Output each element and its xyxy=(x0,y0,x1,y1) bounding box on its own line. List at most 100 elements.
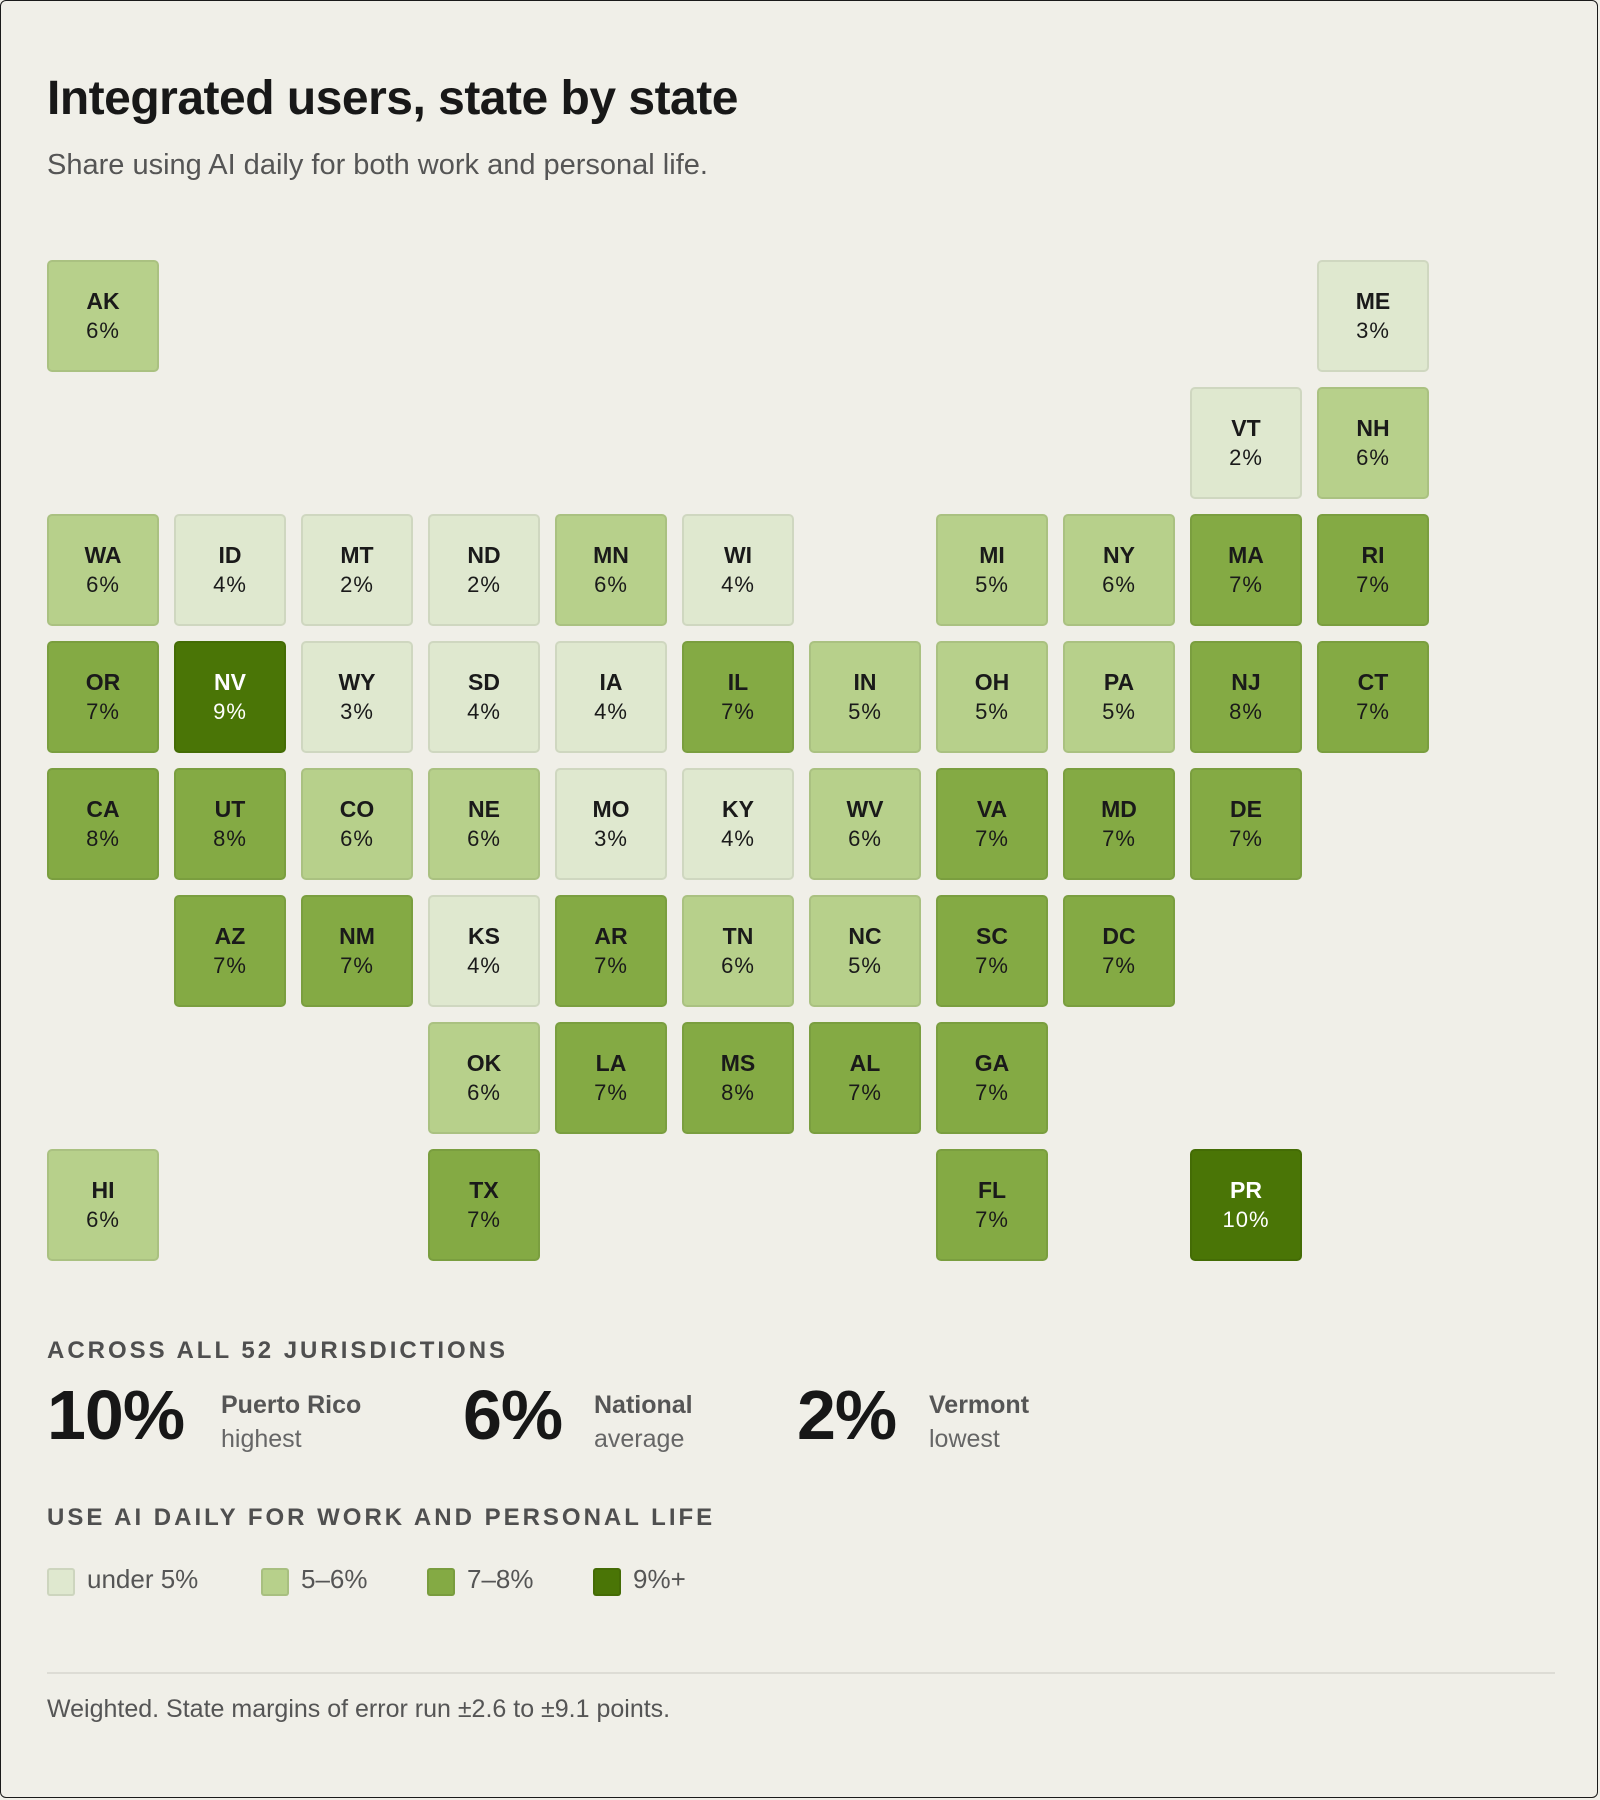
state-value: 3% xyxy=(340,699,374,724)
state-abbr: CT xyxy=(1357,669,1389,695)
stat-average-value: 6% xyxy=(463,1376,563,1454)
legend-swatch xyxy=(47,1568,75,1596)
stat-highest-name: Puerto Rico xyxy=(221,1391,362,1419)
state-tile-pr: PR 10% xyxy=(1190,1149,1302,1261)
state-tile-id: ID 4% xyxy=(174,514,286,626)
legend-swatch xyxy=(593,1568,621,1596)
state-abbr: MO xyxy=(592,796,630,822)
chart-title: Integrated users, state by state xyxy=(47,72,738,125)
state-value: 5% xyxy=(975,572,1009,597)
chart-subtitle: Share using AI daily for both work and p… xyxy=(47,149,708,181)
stat-lowest-name: Vermont xyxy=(929,1391,1030,1419)
state-tile-oh: OH 5% xyxy=(936,641,1048,753)
state-value: 6% xyxy=(1102,572,1136,597)
state-tile-ri: RI 7% xyxy=(1317,514,1429,626)
state-tile-nj: NJ 8% xyxy=(1190,641,1302,753)
state-value: 7% xyxy=(1356,572,1390,597)
state-tile-nc: NC 5% xyxy=(809,895,921,1007)
state-abbr: VT xyxy=(1231,415,1261,441)
state-tile-vt: VT 2% xyxy=(1190,387,1302,499)
state-value: 6% xyxy=(721,953,755,978)
state-abbr: WV xyxy=(846,796,884,822)
state-value: 3% xyxy=(1356,318,1390,343)
state-value: 6% xyxy=(340,826,374,851)
state-value: 8% xyxy=(1229,699,1263,724)
state-tile-hi: HI 6% xyxy=(47,1149,159,1261)
state-value: 5% xyxy=(848,953,882,978)
state-tile-de: DE 7% xyxy=(1190,768,1302,880)
state-abbr: NY xyxy=(1103,542,1135,568)
state-abbr: AR xyxy=(594,923,628,949)
state-abbr: GA xyxy=(974,1050,1010,1076)
state-value: 7% xyxy=(975,826,1009,851)
state-value: 4% xyxy=(594,699,628,724)
state-value: 4% xyxy=(467,699,501,724)
divider xyxy=(47,1672,1555,1674)
state-abbr: PA xyxy=(1103,669,1135,695)
state-value: 7% xyxy=(213,953,247,978)
state-value: 8% xyxy=(213,826,247,851)
state-value: 9% xyxy=(213,699,247,724)
state-tile-ar: AR 7% xyxy=(555,895,667,1007)
state-abbr: OH xyxy=(974,669,1010,695)
state-abbr: AL xyxy=(849,1050,881,1076)
state-tile-wi: WI 4% xyxy=(682,514,794,626)
state-value: 2% xyxy=(1229,445,1263,470)
state-value: 7% xyxy=(975,1080,1009,1105)
legend-label: 5–6% xyxy=(301,1564,368,1594)
state-value: 5% xyxy=(975,699,1009,724)
state-tile-fl: FL 7% xyxy=(936,1149,1048,1261)
state-abbr: NV xyxy=(214,669,246,695)
state-tile-al: AL 7% xyxy=(809,1022,921,1134)
state-value: 2% xyxy=(340,572,374,597)
state-value: 7% xyxy=(594,953,628,978)
state-abbr: AZ xyxy=(214,923,246,949)
state-value: 6% xyxy=(848,826,882,851)
state-value: 6% xyxy=(86,572,120,597)
state-value: 10% xyxy=(1222,1207,1270,1232)
state-tile-ak: AK 6% xyxy=(47,260,159,372)
state-tile-ct: CT 7% xyxy=(1317,641,1429,753)
state-abbr: ID xyxy=(218,542,242,568)
state-abbr: KS xyxy=(468,923,500,949)
state-tile-mi: MI 5% xyxy=(936,514,1048,626)
state-tile-md: MD 7% xyxy=(1063,768,1175,880)
state-abbr: MT xyxy=(340,542,374,568)
state-value: 6% xyxy=(467,826,501,851)
state-value: 7% xyxy=(1229,826,1263,851)
stat-lowest-desc: lowest xyxy=(929,1425,1000,1453)
state-value: 7% xyxy=(86,699,120,724)
state-abbr: OK xyxy=(466,1050,502,1076)
stat-highest-value: 10% xyxy=(47,1376,185,1454)
state-abbr: MA xyxy=(1228,542,1264,568)
state-tile-ma: MA 7% xyxy=(1190,514,1302,626)
summary-label: ACROSS ALL 52 JURISDICTIONS xyxy=(47,1337,509,1364)
state-value: 5% xyxy=(1102,699,1136,724)
legend-label: 9%+ xyxy=(633,1564,686,1594)
state-value: 7% xyxy=(594,1080,628,1105)
state-value: 6% xyxy=(594,572,628,597)
state-abbr: HI xyxy=(91,1177,115,1203)
state-abbr: KY xyxy=(722,796,754,822)
state-tile-ny: NY 6% xyxy=(1063,514,1175,626)
state-abbr: FL xyxy=(977,1177,1007,1203)
state-value: 7% xyxy=(1102,953,1136,978)
state-abbr: NE xyxy=(468,796,500,822)
state-value: 6% xyxy=(86,1207,120,1232)
state-abbr: UT xyxy=(214,796,246,822)
state-tile-sd: SD 4% xyxy=(428,641,540,753)
state-tile-nm: NM 7% xyxy=(301,895,413,1007)
footnote: Weighted. State margins of error run ±2.… xyxy=(47,1695,671,1723)
state-value: 4% xyxy=(721,826,755,851)
state-value: 4% xyxy=(721,572,755,597)
state-abbr: ME xyxy=(1355,288,1391,314)
state-abbr: SD xyxy=(468,669,500,695)
state-abbr: TX xyxy=(469,1177,499,1203)
state-tile-az: AZ 7% xyxy=(174,895,286,1007)
state-tile-wa: WA 6% xyxy=(47,514,159,626)
state-abbr: NC xyxy=(848,923,882,949)
state-abbr: MI xyxy=(979,542,1005,568)
state-abbr: MN xyxy=(593,542,629,568)
state-value: 8% xyxy=(86,826,120,851)
